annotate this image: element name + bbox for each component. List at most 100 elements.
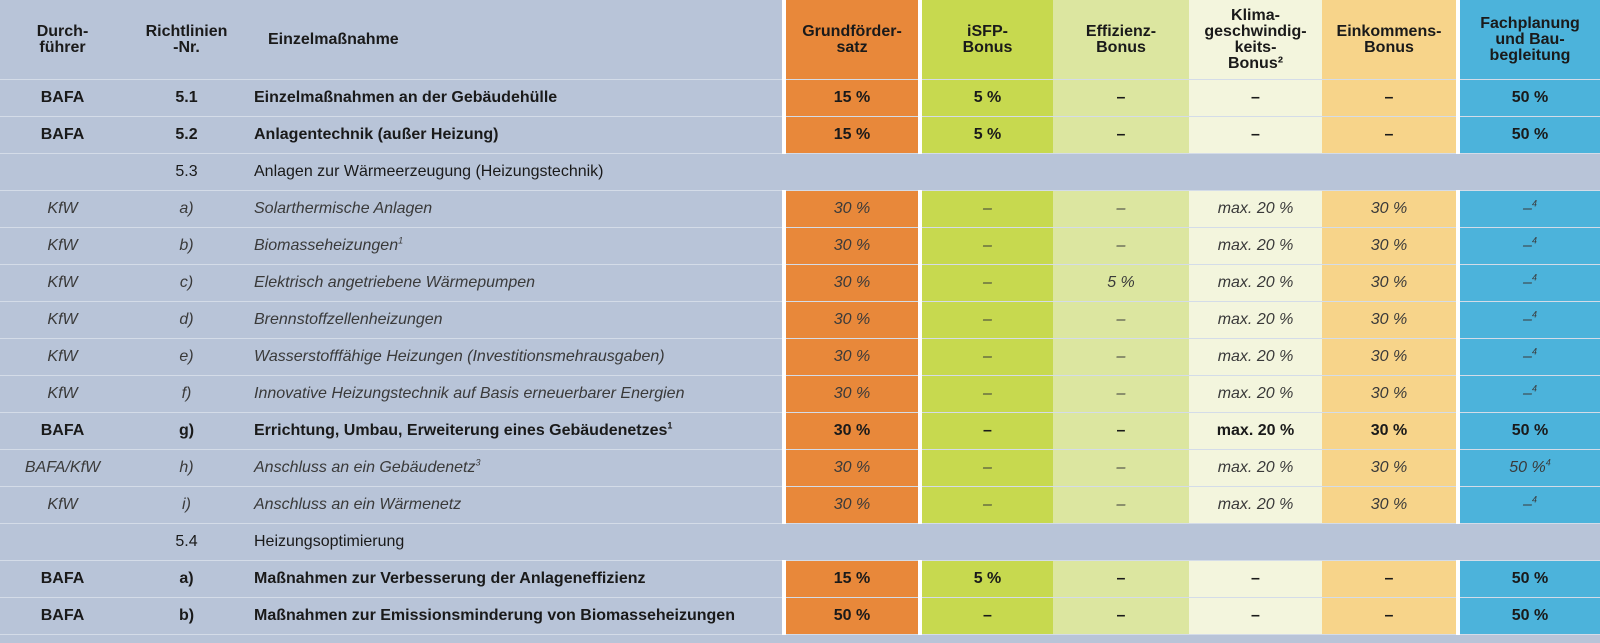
measure-cell: Elektrisch angetriebene Wärmepumpen — [248, 264, 784, 302]
climate-speed-bonus-cell: – — [1189, 560, 1322, 598]
planning-value: – — [1523, 348, 1532, 365]
income-bonus-cell: 30 % — [1322, 412, 1458, 450]
measure-label: Innovative Heizungstechnik auf Basis ern… — [254, 385, 685, 402]
income-bonus-cell: 30 % — [1322, 264, 1458, 302]
planning-support-cell: 50 % — [1456, 79, 1600, 117]
measure-cell: Biomasseheizungen1 — [248, 227, 784, 265]
efficiency-bonus-cell: – — [1053, 301, 1189, 339]
income-bonus-cell: 30 % — [1322, 375, 1458, 413]
climate-speed-bonus-cell: – — [1189, 116, 1322, 154]
measure-group-cell: Heizungsoptimierung — [248, 523, 1600, 561]
isfp-bonus-cell: – — [918, 486, 1053, 524]
footnote-marker: 1 — [667, 420, 673, 431]
climate-speed-bonus-cell: max. 20 % — [1189, 227, 1322, 265]
implementer-cell — [0, 153, 125, 191]
guideline-nr-cell: a) — [125, 560, 248, 598]
measure-label: Errichtung, Umbau, Erweiterung eines Geb… — [254, 422, 668, 439]
measure-label: Anlagentechnik (außer Heizung) — [254, 126, 499, 143]
guideline-nr-cell: 5.2 — [125, 116, 248, 154]
efficiency-bonus-cell: – — [1053, 227, 1189, 265]
measure-label: Biomasseheizungen — [254, 237, 399, 254]
income-bonus-cell: 30 % — [1322, 486, 1458, 524]
climate-speed-bonus-cell: – — [1189, 597, 1322, 635]
income-bonus-cell: 30 % — [1322, 301, 1458, 339]
measure-label: Elektrisch angetriebene Wärmepumpen — [254, 274, 536, 291]
planning-value: – — [1523, 311, 1532, 328]
guideline-nr-cell: f) — [125, 375, 248, 413]
planning-value: 50 % — [1511, 422, 1549, 439]
climate-speed-bonus-cell: max. 20 % — [1189, 190, 1322, 228]
climate-speed-bonus-cell: max. 20 % — [1189, 375, 1322, 413]
income-bonus-cell: – — [1322, 560, 1458, 598]
implementer-cell: BAFA — [0, 560, 125, 598]
planning-support-cell: –4 — [1456, 338, 1600, 376]
footnote-marker: 4 — [1531, 272, 1537, 283]
footnote-marker: 1 — [398, 235, 404, 246]
base-rate-cell: 15 % — [782, 116, 920, 154]
planning-support-cell: 50 %4 — [1456, 449, 1600, 487]
footnote-marker: 4 — [1531, 198, 1537, 209]
measure-cell: Anschluss an ein Wärmenetz — [248, 486, 784, 524]
planning-support-cell: 50 % — [1456, 597, 1600, 635]
isfp-bonus-cell: – — [918, 301, 1053, 339]
table-row: KfW a) Solarthermische Anlagen 30 % – – max. 2… — [0, 190, 1600, 228]
measure-cell: Errichtung, Umbau, Erweiterung eines Geb… — [248, 412, 784, 450]
header-implementer: Durch- führer — [0, 0, 125, 80]
implementer-cell: BAFA — [0, 412, 125, 450]
measure-cell: Wasserstofffähige Heizungen (Investition… — [248, 338, 784, 376]
efficiency-bonus-cell: – — [1053, 375, 1189, 413]
efficiency-bonus-cell: – — [1053, 560, 1189, 598]
implementer-cell: KfW — [0, 375, 125, 413]
planning-support-cell: –4 — [1456, 264, 1600, 302]
isfp-bonus-cell: 5 % — [918, 116, 1053, 154]
planning-support-cell: –4 — [1456, 301, 1600, 339]
measure-cell: Maßnahmen zur Emissionsminderung von Bio… — [248, 597, 784, 635]
implementer-cell: KfW — [0, 190, 125, 228]
table-row: BAFA 5.1 Einzelmaßnahmen an der Gebäudehül… — [0, 79, 1600, 117]
table-row: BAFA b) Maßnahmen zur Emissionsminderung v… — [0, 597, 1600, 635]
table-row: KfW e) Wasserstofffähige Heizungen (Invest… — [0, 338, 1600, 376]
income-bonus-cell: – — [1322, 79, 1458, 117]
table-row: KfW c) Elektrisch angetriebene Wärmepumpen… — [0, 264, 1600, 302]
climate-speed-bonus-cell: – — [1189, 79, 1322, 117]
efficiency-bonus-cell: – — [1053, 79, 1189, 117]
climate-speed-bonus-cell: max. 20 % — [1189, 412, 1322, 450]
isfp-bonus-cell: 5 % — [918, 79, 1053, 117]
table-row: BAFA a) Maßnahmen zur Verbesserung der Anl… — [0, 560, 1600, 598]
planning-value: – — [1523, 274, 1532, 291]
guideline-nr-cell: 5.3 — [125, 153, 248, 191]
table-row: KfW i) Anschluss an ein Wärmenetz 30 % – – max… — [0, 486, 1600, 524]
planning-support-cell: –4 — [1456, 486, 1600, 524]
efficiency-bonus-cell: – — [1053, 116, 1189, 154]
isfp-bonus-cell: – — [918, 449, 1053, 487]
guideline-nr-cell: b) — [125, 227, 248, 265]
table-row: BAFA g) Errichtung, Umbau, Erweiterung ein… — [0, 412, 1600, 450]
efficiency-bonus-cell: – — [1053, 486, 1189, 524]
climate-speed-bonus-cell: max. 20 % — [1189, 301, 1322, 339]
efficiency-bonus-cell: 5 % — [1053, 264, 1189, 302]
footnote-marker: 4 — [1531, 383, 1537, 394]
isfp-bonus-cell: – — [918, 597, 1053, 635]
guideline-nr-cell: e) — [125, 338, 248, 376]
implementer-cell: BAFA — [0, 79, 125, 117]
measure-group-cell: Anlagen zur Wärmeerzeugung (Heizungstech… — [248, 153, 1600, 191]
planning-value: 50 % — [1509, 459, 1546, 476]
efficiency-bonus-cell: – — [1053, 449, 1189, 487]
header-row: Durch- führer Richtlinien -Nr. Einzelmaß… — [0, 0, 1600, 80]
efficiency-bonus-cell: – — [1053, 597, 1189, 635]
table-row: BAFA/KfW h) Anschluss an ein Gebäudenetz3 3… — [0, 449, 1600, 487]
planning-value: 50 % — [1511, 126, 1549, 143]
measure-label: Maßnahmen zur Verbesserung der Anlagenef… — [254, 570, 646, 587]
base-rate-cell: 15 % — [782, 560, 920, 598]
header-planning-support: Fachplanung und Bau- begleitung — [1456, 0, 1600, 80]
measure-cell: Einzelmaßnahmen an der Gebäudehülle — [248, 79, 784, 117]
planning-support-cell: –4 — [1456, 227, 1600, 265]
planning-value: – — [1523, 496, 1532, 513]
implementer-cell: KfW — [0, 486, 125, 524]
efficiency-bonus-cell: – — [1053, 338, 1189, 376]
planning-support-cell: 50 % — [1456, 116, 1600, 154]
planning-value: – — [1523, 237, 1532, 254]
implementer-cell: BAFA — [0, 116, 125, 154]
guideline-nr-cell: c) — [125, 264, 248, 302]
